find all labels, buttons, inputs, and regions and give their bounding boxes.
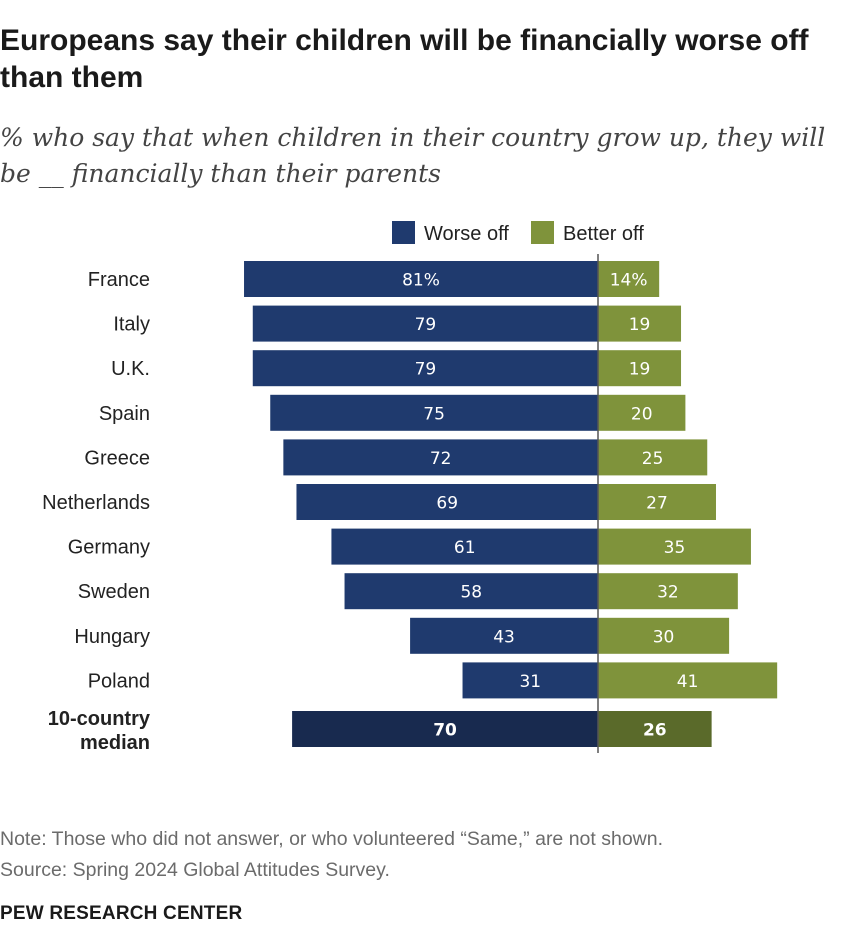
category-label-hungary: Hungary [74,626,150,648]
value-label-better-off-germany: 35 [664,538,686,558]
value-label-better-off-10-country-median: 26 [643,721,667,741]
chart-subtitle: % who say that when children in their co… [0,123,826,188]
bar-worse-off-hungary [410,617,598,654]
bar-worse-off-netherlands [296,484,598,520]
value-label-better-off-spain: 20 [631,404,653,424]
value-label-worse-off-germany: 61 [454,538,476,558]
legend: Worse off Better off [392,221,644,245]
bar-worse-off-poland [462,662,598,699]
legend-label-better-off: Better off [563,223,644,245]
value-label-worse-off-spain: 75 [423,404,445,424]
bar-better-off-spain [598,394,686,431]
value-label-worse-off-france: 81% [402,271,440,291]
category-label-line: median [80,732,150,754]
diverging-bar-chart: Worse off Better off France 81% 14% Italy 79 19… [42,221,778,754]
pew-research-center-logo: PEW RESEARCH CENTER [0,903,243,924]
value-label-worse-off-poland: 31 [519,672,541,692]
category-label-italy: Italy [113,314,150,336]
category-label-u-k: U.K. [111,358,150,380]
bar-better-off-hungary [598,617,730,654]
source-text: Source: Spring 2024 Global Attitudes Sur… [0,859,390,881]
bar-worse-off-spain [270,394,598,431]
bar-better-off-10-country-median [598,711,712,747]
category-label-poland: Poland [88,670,150,692]
category-label-spain: Spain [99,403,150,425]
value-label-better-off-poland: 41 [677,672,699,692]
value-label-worse-off-greece: 72 [430,449,452,469]
bar-worse-off-u-k [252,350,598,387]
category-label-netherlands: Netherlands [42,492,150,514]
chart-footnotes: Note: Those who did not answer, or who v… [0,824,858,886]
bar-better-off-france [598,261,660,297]
bar-worse-off-sweden [344,573,598,610]
bar-better-off-germany [598,528,751,565]
bar-better-off-u-k [598,350,682,387]
value-label-worse-off-hungary: 43 [493,627,515,647]
bar-worse-off-germany [331,528,598,565]
category-label-greece: Greece [84,447,150,469]
bar-better-off-italy [598,305,682,342]
value-label-worse-off-sweden: 58 [460,583,482,603]
bar-better-off-netherlands [598,484,716,520]
bar-worse-off-italy [252,305,598,342]
bar-worse-off-10-country-median [292,711,598,747]
category-label-france: France [88,269,150,291]
category-label-10-country-median: 10-country median [48,708,151,754]
bar-better-off-greece [598,439,708,476]
bar-better-off-sweden [598,573,738,610]
note-text: Note: Those who did not answer, or who v… [0,828,664,850]
value-label-better-off-netherlands: 27 [646,494,668,514]
category-label-sweden: Sweden [78,581,150,603]
value-label-worse-off-u-k: 79 [415,360,437,380]
bar-worse-off-greece [283,439,598,476]
value-label-better-off-italy: 19 [629,315,651,335]
value-label-better-off-sweden: 32 [657,583,679,603]
legend-label-worse-off: Worse off [424,223,509,245]
bar-worse-off-france [244,261,598,297]
legend-swatch-worse-off [392,221,415,244]
category-label-line: 10-country [48,708,151,730]
value-label-better-off-hungary: 30 [653,627,675,647]
value-label-worse-off-italy: 79 [415,315,437,335]
chart-title: Europeans say their children will be fin… [0,24,809,94]
value-label-better-off-u-k: 19 [629,360,651,380]
value-label-better-off-greece: 25 [642,449,664,469]
legend-swatch-better-off [531,221,554,244]
value-label-worse-off-10-country-median: 70 [433,721,457,741]
value-label-better-off-france: 14% [610,271,648,291]
value-label-worse-off-netherlands: 69 [436,494,458,514]
category-label-germany: Germany [68,537,150,559]
bar-better-off-poland [598,662,778,699]
